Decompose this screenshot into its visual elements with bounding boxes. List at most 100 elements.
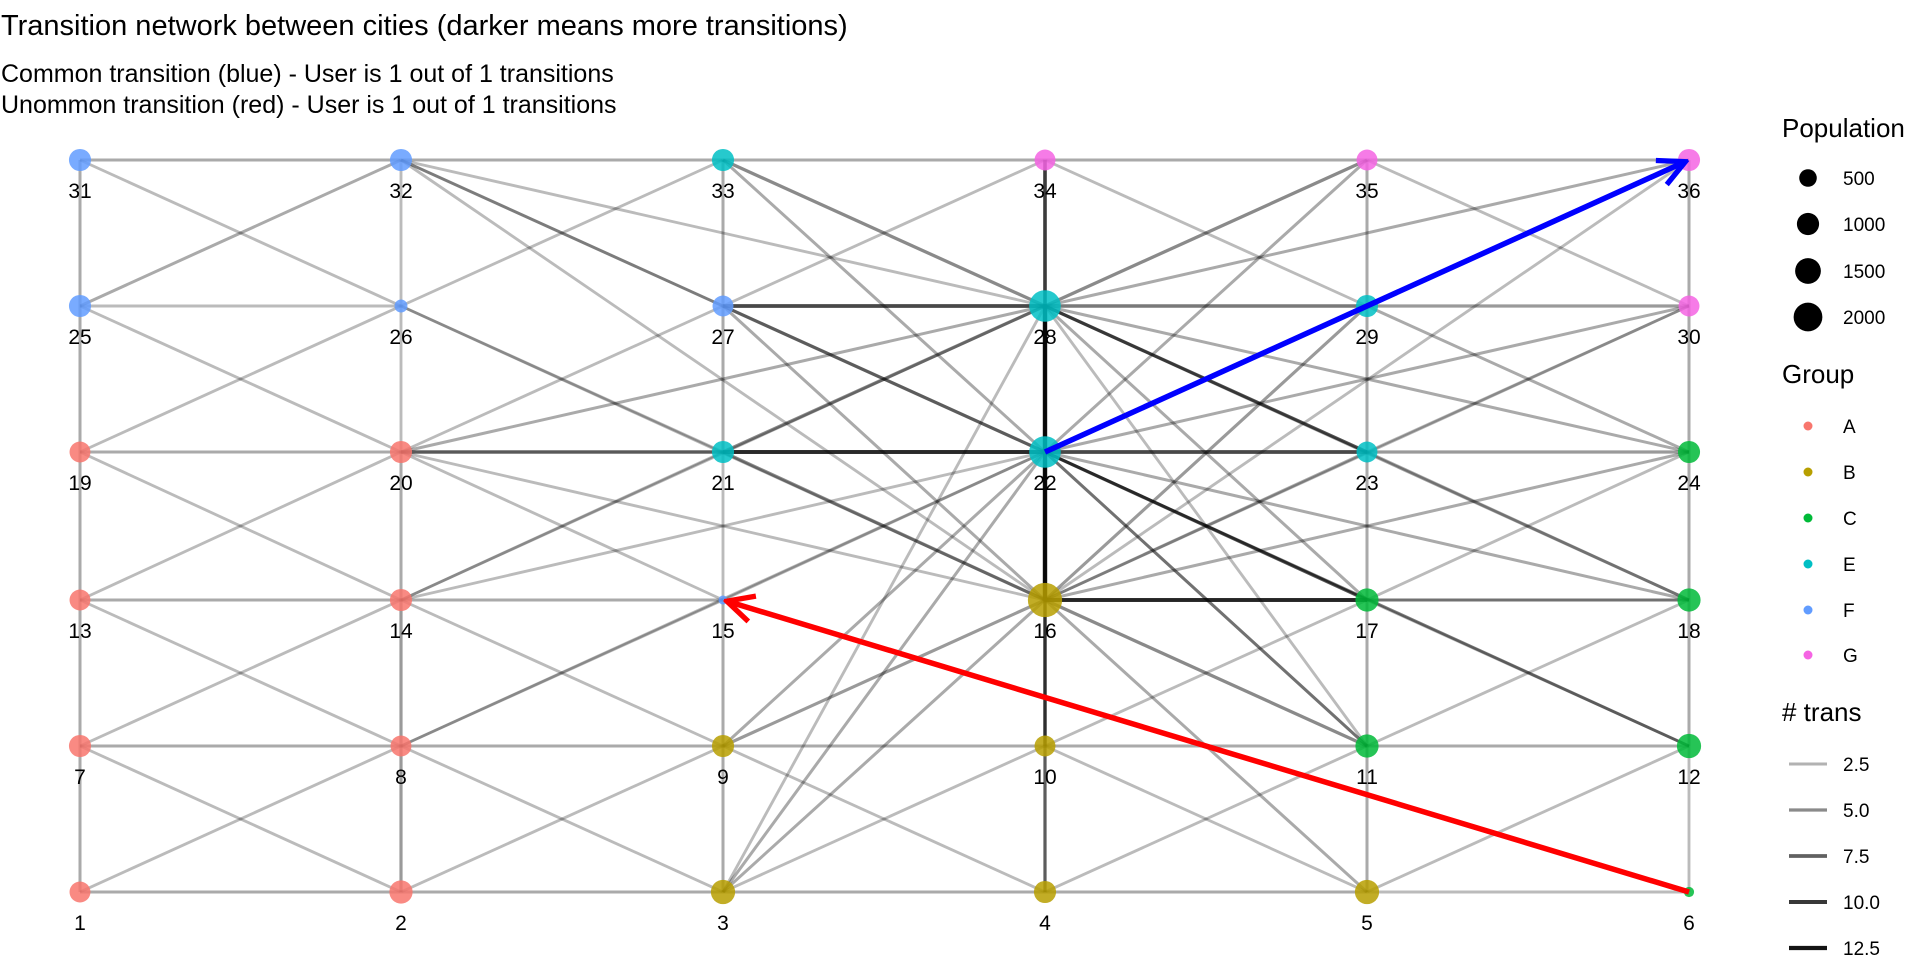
subtitle-uncommon-transition: Unommon transition (red) - User is 1 out… <box>1 91 617 119</box>
node-label-24: 24 <box>1677 472 1701 495</box>
edge-28-11 <box>1043 305 1369 747</box>
highlight-arrows-layer <box>727 162 1689 895</box>
edge-22-27 <box>722 304 1046 454</box>
node-label-2: 2 <box>395 912 407 935</box>
node-label-35: 35 <box>1355 180 1378 203</box>
legend-population-symbol-1000 <box>1796 212 1820 236</box>
legend-group-title: Group <box>1782 359 1854 389</box>
node-23 <box>1356 441 1378 463</box>
edge-18-23 <box>1366 450 1690 602</box>
edge-13-20 <box>79 450 402 602</box>
node-20 <box>389 440 413 464</box>
edge-11-18 <box>1366 598 1690 748</box>
legend-population-title: Population <box>1782 113 1905 143</box>
node-label-36: 36 <box>1677 180 1700 203</box>
edge-16-21 <box>722 450 1046 602</box>
legend-population-label-1500: 1500 <box>1843 262 1885 283</box>
node-label-13: 13 <box>68 620 91 643</box>
edge-28-24 <box>1044 304 1690 454</box>
node-label-17: 17 <box>1355 620 1378 643</box>
edge-26-33 <box>400 158 724 308</box>
legend-group-label-F: F <box>1843 601 1855 622</box>
legend-group-symbol-C <box>1803 513 1813 523</box>
legend-trans-label-7.5: 7.5 <box>1843 847 1869 868</box>
edge-27-32 <box>400 158 724 308</box>
edge-16-32 <box>400 158 1046 602</box>
node-label-31: 31 <box>68 180 91 203</box>
edge-23-30 <box>1366 304 1690 454</box>
legend-group-label-B: B <box>1843 463 1856 484</box>
edge-12-17 <box>1366 598 1690 748</box>
legend-population-label-1000: 1000 <box>1843 215 1885 236</box>
edge-28-33 <box>722 158 1046 308</box>
legend-trans-label-10.0: 10.0 <box>1843 893 1880 914</box>
node-19 <box>69 441 91 463</box>
node-9 <box>711 734 735 758</box>
node-label-34: 34 <box>1033 180 1057 203</box>
node-label-8: 8 <box>395 766 407 789</box>
edge-21-26 <box>400 304 724 454</box>
node-25 <box>68 294 92 318</box>
subtitle-common-transition: Common transition (blue) - User is 1 out… <box>1 60 614 88</box>
node-label-6: 6 <box>1683 912 1695 935</box>
edge-14-19 <box>79 450 402 602</box>
node-label-19: 19 <box>68 472 91 495</box>
edge-3-16 <box>721 598 1047 894</box>
edge-28-20 <box>400 304 1046 454</box>
node-label-27: 27 <box>711 326 734 349</box>
node-label-33: 33 <box>711 180 734 203</box>
edges-layer <box>78 158 1691 894</box>
node-18 <box>1677 588 1701 612</box>
node-label-16: 16 <box>1033 620 1056 643</box>
node-35 <box>1356 149 1378 171</box>
edge-2-9 <box>400 744 724 894</box>
edge-28-32 <box>400 158 1046 308</box>
edge-27-34 <box>722 158 1046 308</box>
node-34 <box>1034 149 1056 171</box>
edge-9-16 <box>722 598 1046 748</box>
legend-group-symbol-G <box>1803 650 1813 660</box>
node-1 <box>69 881 91 903</box>
node-30 <box>1678 295 1700 317</box>
edge-8-15 <box>400 598 724 748</box>
legend-trans-title: # trans <box>1782 697 1862 727</box>
edge-28-35 <box>1044 158 1368 308</box>
legend-population-symbol-2000 <box>1793 302 1823 332</box>
legend-population-symbol-1500 <box>1795 258 1821 284</box>
edge-22-18 <box>1044 450 1690 602</box>
edge-8-13 <box>79 598 402 748</box>
node-17 <box>1355 588 1379 612</box>
edge-3-10 <box>722 744 1046 894</box>
node-28 <box>1029 290 1061 322</box>
node-2 <box>389 880 413 904</box>
legend-trans-label-12.5: 12.5 <box>1843 939 1880 960</box>
edge-20-25 <box>79 304 402 454</box>
node-12 <box>1676 733 1702 759</box>
node-33 <box>711 148 735 172</box>
edge-9-14 <box>400 598 724 748</box>
node-4 <box>1033 880 1057 904</box>
edge-10-17 <box>1044 598 1368 748</box>
node-label-29: 29 <box>1355 326 1378 349</box>
edge-5-12 <box>1366 744 1690 894</box>
node-26 <box>394 299 408 313</box>
chart-title: Transition network between cities (darke… <box>1 10 848 42</box>
node-5 <box>1354 879 1380 905</box>
legend-group-symbol-F <box>1803 605 1813 615</box>
edge-21-28 <box>722 304 1046 454</box>
node-27 <box>712 295 734 317</box>
node-7 <box>68 734 92 758</box>
legend-population-label-500: 500 <box>1843 169 1875 190</box>
node-31 <box>68 148 92 172</box>
node-label-4: 4 <box>1039 912 1051 935</box>
node-label-10: 10 <box>1033 766 1056 789</box>
node-label-21: 21 <box>711 472 734 495</box>
nodes-layer <box>68 148 1702 905</box>
node-label-26: 26 <box>389 326 412 349</box>
node-label-22: 22 <box>1033 472 1056 495</box>
edge-7-14 <box>79 598 402 748</box>
node-3 <box>710 879 736 905</box>
edge-4-11 <box>1044 744 1368 894</box>
